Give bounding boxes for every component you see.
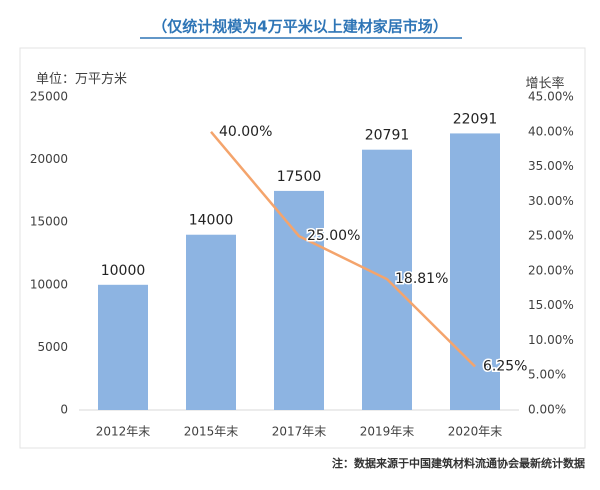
y-tick-label: 0 — [60, 403, 68, 417]
y2-tick-label: 25.00% — [528, 229, 574, 243]
bar — [450, 133, 500, 410]
x-tick-label: 2015年末 — [184, 425, 239, 439]
bar-value-label: 17500 — [277, 169, 322, 185]
line — [210, 130, 476, 368]
bar-value-label: 10000 — [101, 263, 146, 279]
x-tick-label: 2020年末 — [448, 425, 503, 439]
x-tick-label: 2017年末 — [272, 425, 327, 439]
x-tick-label: 2019年末 — [360, 425, 415, 439]
y2-tick-label: 45.00% — [528, 90, 574, 104]
y2-tick-label: 20.00% — [528, 263, 574, 277]
y-tick-label: 25000 — [30, 90, 68, 104]
footnote: 注：数据来源于中国建筑材料流通协会最新统计数据 — [332, 456, 585, 470]
bar — [98, 284, 148, 410]
y2-axis-label: 增长率 — [525, 76, 564, 92]
y-tick-label: 20000 — [30, 152, 68, 166]
bar-value-label: 22091 — [453, 111, 498, 127]
line-value-label: 40.00% — [219, 124, 272, 140]
y-tick-label: 5000 — [37, 340, 68, 354]
y2-tick-label: 40.00% — [528, 124, 574, 138]
y2-tick-label: 35.00% — [528, 159, 574, 173]
bar-value-label: 20791 — [365, 128, 410, 144]
y2-tick-label: 0.00% — [528, 403, 566, 417]
bar-value-label: 14000 — [189, 213, 234, 229]
chart-title: （仅统计规模为4万平米以上建材家居市场） — [152, 18, 447, 36]
y2-tick-label: 5.00% — [528, 368, 566, 382]
line-value-label: 6.25% — [483, 359, 527, 375]
y2-tick-label: 15.00% — [528, 298, 574, 312]
chart-frame — [19, 47, 586, 449]
y2-tick-label: 10.00% — [528, 333, 574, 347]
y2-tick-label: 30.00% — [528, 194, 574, 208]
y-tick-label: 10000 — [30, 277, 68, 291]
y-axis-label: 单位：万平方米 — [36, 72, 128, 87]
y-tick-label: 15000 — [30, 215, 68, 229]
line-value-label: 25.00% — [307, 228, 360, 244]
bar — [274, 190, 324, 410]
x-tick-label: 2012年末 — [96, 425, 151, 439]
bar — [186, 234, 236, 410]
line-value-label: 18.81% — [395, 271, 448, 287]
